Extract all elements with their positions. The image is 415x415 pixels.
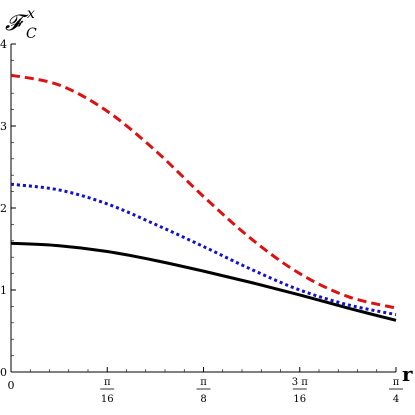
axes-frame xyxy=(10,44,396,373)
y-tick-label: 4 xyxy=(0,38,7,51)
x-tick-label-fraction: π 16 xyxy=(100,377,115,405)
x-tick-numerator: π xyxy=(200,377,207,388)
series-line-red-dashed xyxy=(10,73,397,310)
x-tick-denominator: 4 xyxy=(393,394,399,405)
y-tick-label: 3 xyxy=(0,120,7,133)
series-line-black-solid xyxy=(10,241,397,322)
y-axis-ticks: 0 1 2 3 4 xyxy=(0,38,16,379)
x-tick-denominator: 16 xyxy=(101,394,114,405)
x-tick-numerator: 3 π xyxy=(292,377,309,388)
y-tick-label: 2 xyxy=(0,202,7,215)
x-tick-denominator: 8 xyxy=(200,394,206,405)
x-tick-label-fraction: π8 xyxy=(196,377,211,405)
series-line-blue-dotted xyxy=(10,182,397,317)
y-axis-label-subscript: C xyxy=(26,26,37,42)
x-tick-label: 0 xyxy=(8,379,15,392)
x-tick-numerator: π xyxy=(104,377,111,388)
x-axis-label: r xyxy=(402,362,413,386)
x-tick-denominator: 16 xyxy=(293,394,306,405)
series-group xyxy=(10,73,397,322)
x-tick-label-fraction: 3 π 16 xyxy=(292,377,309,405)
y-tick-label: 0 xyxy=(0,366,7,379)
y-tick-label: 1 xyxy=(0,284,7,297)
x-tick-numerator: π xyxy=(393,377,400,388)
y-axis-label-superscript: x xyxy=(27,6,35,22)
x-tick-label-fraction: π4 xyxy=(389,377,403,405)
